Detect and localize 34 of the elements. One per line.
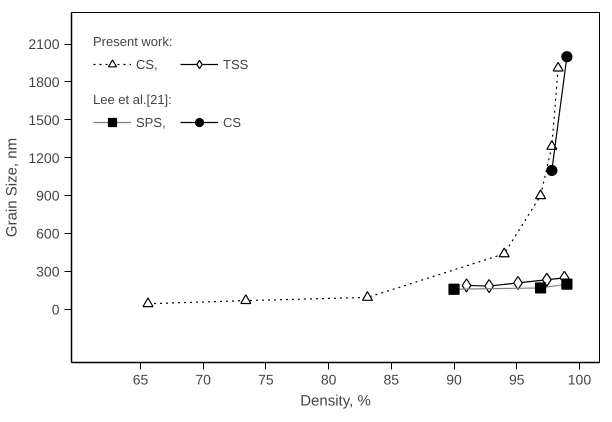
y-tick-label: 0 [52,301,60,318]
annotation: Present work: [93,34,174,49]
y-tick-label: 2100 [28,36,60,52]
x-tick-label: 75 [258,372,274,388]
y-axis-title: Grain Size, nm [3,138,20,238]
legend-label: CS [223,114,242,130]
point [542,272,552,287]
point [498,247,510,258]
point [240,294,252,304]
legend-label: CS, [136,56,159,72]
point [534,189,546,200]
annotation: Lee et al.[21]: [93,92,173,107]
y-tick-label: 1200 [28,150,60,166]
x-tick-label: 85 [384,372,400,388]
legend-label: TSS [223,56,250,72]
y-tick-label: 1800 [28,74,60,90]
x-tick-label: 80 [320,372,337,388]
legend-label: SPS, [136,114,167,130]
x-tick-label: 70 [195,372,212,388]
point [362,291,374,301]
x-tick-label: 100 [568,372,592,388]
x-tick-label: 90 [446,372,462,388]
point [561,51,572,62]
x-tick-label: 65 [132,372,148,388]
y-tick-label: 300 [36,264,60,280]
point [546,164,558,176]
y-tick-label: 1500 [28,112,60,128]
y-tick-label: 900 [36,188,60,204]
point [552,62,564,72]
x-tick-label: 95 [508,372,525,388]
point [142,297,154,308]
x-axis-title: Density, % [300,392,371,410]
point [546,140,558,150]
y-tick-label: 600 [36,226,60,242]
